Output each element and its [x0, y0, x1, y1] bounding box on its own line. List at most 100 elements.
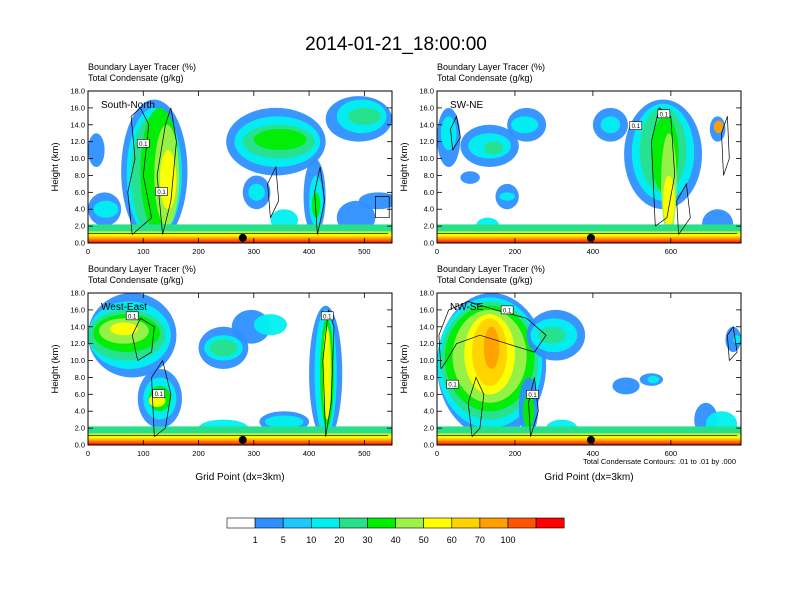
surface-contour: [437, 233, 737, 236]
y-axis-label: Height (km): [50, 344, 61, 393]
tracer-region: [253, 314, 287, 336]
panel-frame: [436, 90, 742, 244]
colorbar-label: 10: [306, 535, 316, 545]
condensate-contour: [127, 107, 152, 235]
colorbar-label: 70: [475, 535, 485, 545]
contour-note: Total Condensate Contours: .01 to .01 by…: [583, 457, 736, 466]
y-tick-label: 10.0: [419, 356, 434, 365]
y-tick-label: 4.0: [424, 407, 434, 416]
tracer-region: [110, 322, 138, 336]
tracer-region: [264, 415, 304, 429]
contour-label-box: [152, 389, 166, 398]
colorbar-swatch: [451, 517, 481, 529]
condensate-contour: [267, 165, 280, 218]
tracer-region: [322, 326, 332, 420]
panel-header-tracer: Boundary Layer Tracer (%): [437, 62, 545, 72]
colorbar-swatch: [282, 517, 312, 529]
contour-label: 0.1: [323, 314, 332, 320]
panel-label: West-East: [101, 302, 147, 313]
y-tick-label: 2.0: [424, 424, 434, 433]
colorbar-label: 5: [281, 535, 286, 545]
x-tick-label: 200: [509, 247, 522, 256]
condensate-contour: [467, 376, 485, 437]
panel-2: Boundary Layer Tracer (%)Total Condensat…: [399, 62, 742, 256]
location-marker: [238, 233, 247, 242]
y-tick-label: 12.0: [70, 339, 85, 348]
contour-label-box: [125, 311, 139, 321]
contour-label: 0.1: [448, 383, 457, 389]
colorbar-swatch: [423, 517, 453, 529]
x-tick-label: 200: [192, 247, 205, 256]
x-tick-label: 500: [358, 247, 371, 256]
colorbar-swatch: [479, 517, 509, 529]
y-tick-label: 18.0: [419, 87, 434, 96]
colorbar-label: 40: [391, 535, 401, 545]
x-tick-label: 500: [358, 449, 371, 458]
panel-header-condensate: Total Condensate (g/kg): [437, 73, 533, 83]
y-tick-label: 0.0: [75, 441, 85, 450]
tracer-region: [248, 183, 265, 201]
x-tick-label: 100: [137, 247, 150, 256]
panel-field: 0.1 0.1 0.1: [437, 293, 741, 445]
location-marker: [586, 233, 595, 242]
tracer-region: [311, 192, 321, 218]
panel-frame: [87, 90, 393, 244]
colorbar-label: 60: [447, 535, 457, 545]
panel-header-tracer: Boundary Layer Tracer (%): [88, 264, 196, 274]
tracer-region: [647, 375, 660, 384]
contour-label-box: [155, 187, 168, 196]
y-tick-label: 14.0: [70, 322, 85, 331]
colorbar-swatch: [310, 517, 340, 529]
tracer-region: [93, 200, 119, 218]
y-tick-label: 0.0: [424, 239, 434, 248]
colorbar-swatch: [507, 517, 537, 529]
x-tick-label: 0: [435, 247, 439, 256]
y-tick-label: 16.0: [70, 305, 85, 314]
panel-header-condensate: Total Condensate (g/kg): [88, 275, 184, 285]
colorbar-label: 20: [334, 535, 344, 545]
y-tick-label: 0.0: [424, 441, 434, 450]
condensate-contour: [721, 116, 730, 176]
y-tick-label: 2.0: [75, 424, 85, 433]
x-tick-label: 400: [303, 449, 316, 458]
y-tick-label: 6.0: [424, 188, 434, 197]
surface-contour: [88, 233, 388, 236]
contour-label: 0.1: [660, 112, 669, 118]
y-tick-label: 18.0: [419, 289, 434, 298]
colorbar: 1 5 10 20 30 40 50 60 70 100: [226, 517, 565, 545]
y-axis-label: Height (km): [50, 142, 61, 191]
tracer-region: [159, 150, 177, 210]
panel-label: NW-SE: [450, 302, 483, 313]
location-marker: [238, 435, 247, 444]
panel-header-condensate: Total Condensate (g/kg): [437, 275, 533, 285]
x-tick-label: 600: [665, 247, 678, 256]
y-tick-label: 4.0: [75, 407, 85, 416]
y-tick-label: 6.0: [424, 390, 434, 399]
colorbar-swatch: [367, 517, 396, 529]
condensate-contour: [727, 325, 738, 361]
x-tick-label: 100: [137, 449, 150, 458]
surface-contour: [437, 435, 737, 438]
y-tick-label: 18.0: [70, 289, 85, 298]
colorbar-label: 50: [419, 535, 429, 545]
surface-contour: [88, 435, 388, 438]
x-tick-label: 0: [86, 449, 90, 458]
y-tick-label: 0.0: [75, 239, 85, 248]
location-marker: [586, 435, 595, 444]
x-tick-label: 200: [509, 449, 522, 458]
y-tick-label: 14.0: [419, 322, 434, 331]
panel-4: Boundary Layer Tracer (%)Total Condensat…: [399, 264, 742, 483]
tracer-region: [612, 377, 640, 395]
contour-label-box: [446, 379, 459, 389]
colorbar-label: 30: [362, 535, 372, 545]
contour-label-box: [526, 390, 539, 399]
x-tick-label: 300: [248, 449, 261, 458]
y-tick-label: 8.0: [424, 171, 434, 180]
y-axis-label: Height (km): [399, 142, 410, 191]
x-tick-label: 400: [303, 247, 316, 256]
contour-label: 0.1: [632, 124, 641, 130]
tracer-region: [600, 116, 621, 134]
contour-label: 0.1: [528, 393, 537, 399]
contour-label-box: [629, 121, 643, 130]
